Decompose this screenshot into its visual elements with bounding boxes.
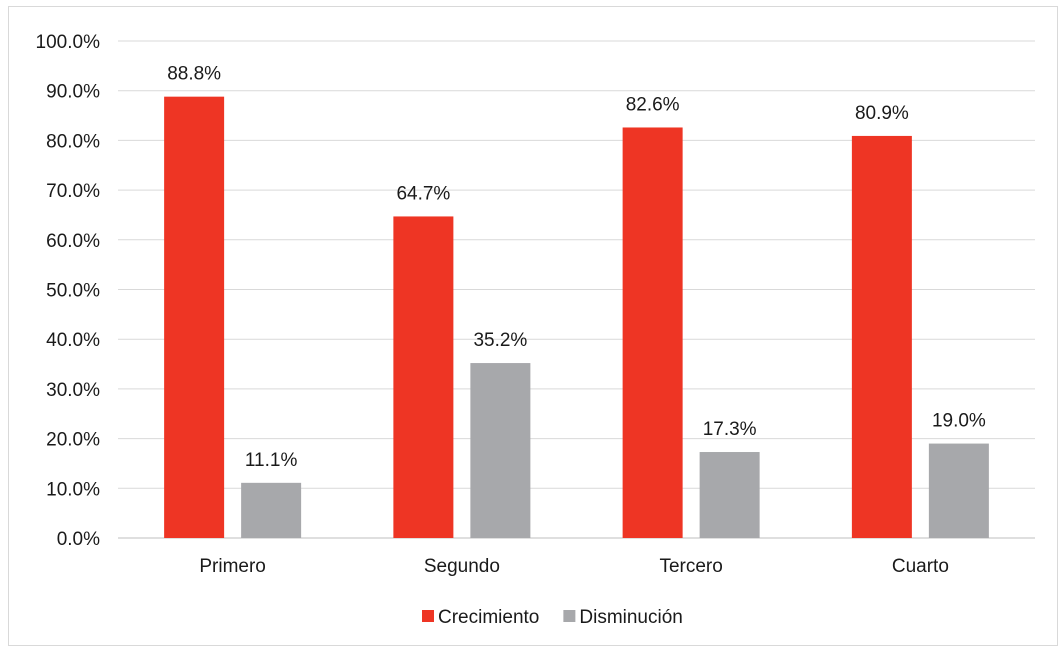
legend-label-crecimiento: Crecimiento [438, 607, 539, 628]
x-tick-label: Primero [199, 556, 266, 577]
data-label: 80.9% [855, 103, 909, 124]
y-tick-label: 60.0% [46, 231, 100, 252]
bar-crecimiento [851, 135, 912, 538]
y-tick-label: 50.0% [46, 281, 100, 302]
x-tick-label: Cuarto [892, 556, 949, 577]
data-label: 11.1% [245, 450, 298, 471]
x-tick-label: Segundo [424, 556, 500, 577]
bar-crecimiento [164, 96, 225, 538]
legend-swatch-crecimiento [422, 610, 434, 622]
legend-label-disminución: Disminución [579, 607, 682, 628]
legend: Crecimiento Disminución [422, 607, 683, 628]
bars [164, 96, 989, 539]
bar-disminución [470, 363, 531, 538]
y-tick-label: 100.0% [36, 32, 101, 53]
data-label: 88.8% [167, 64, 221, 85]
y-axis-ticks: 0.0% 10.0% 20.0% 30.0% 40.0% 50.0% 60.0% 70.0% 8… [36, 32, 101, 550]
y-tick-label: 70.0% [46, 181, 100, 202]
y-tick-label: 10.0% [46, 479, 100, 500]
data-label: 64.7% [396, 183, 450, 204]
y-tick-label: 30.0% [46, 380, 100, 401]
data-label: 19.0% [932, 411, 986, 432]
y-tick-label: 80.0% [46, 131, 100, 152]
y-tick-label: 20.0% [46, 430, 100, 451]
bar-crecimiento [393, 216, 454, 539]
y-tick-label: 0.0% [57, 529, 100, 550]
y-tick-label: 40.0% [46, 330, 100, 351]
x-axis-ticks: Primero Segundo Tercero Cuarto [199, 556, 949, 577]
data-label: 82.6% [626, 94, 680, 115]
x-tick-label: Tercero [659, 556, 722, 577]
bar-crecimiento [622, 127, 683, 538]
y-tick-label: 90.0% [46, 82, 100, 103]
data-label: 35.2% [473, 330, 527, 351]
legend-swatch-disminución [563, 610, 576, 622]
data-label: 17.3% [703, 419, 757, 440]
bar-disminución [699, 452, 760, 538]
bar-disminución [928, 443, 989, 538]
bar-disminución [241, 482, 302, 538]
data-labels: 88.8% 11.1% 64.7% 35.2% 82.6% 17.3% 80.9% 19.0% [167, 64, 986, 471]
